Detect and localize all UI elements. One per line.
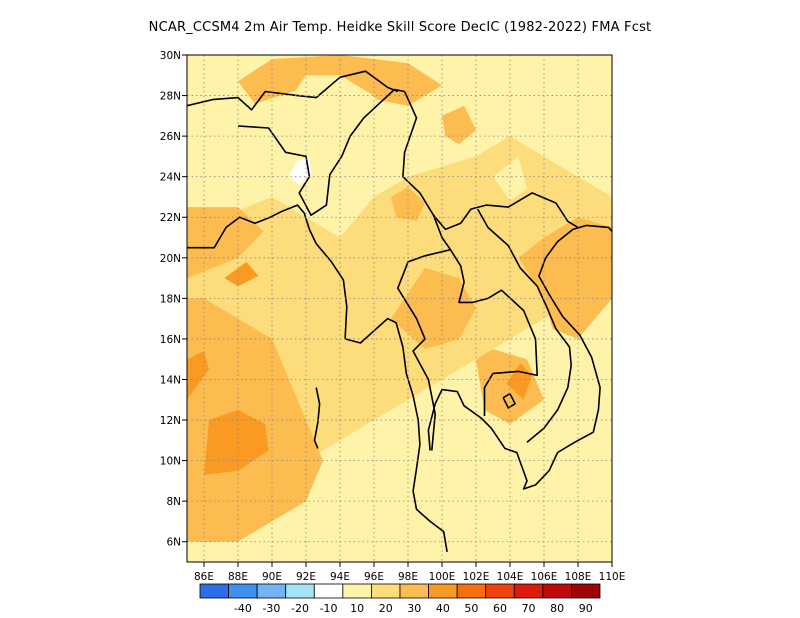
border-line-5 (432, 214, 539, 416)
colorbar-label-1: -40 (234, 602, 252, 615)
colorbar-label-3: -20 (291, 602, 309, 615)
axis-labels: 86E 88E 90E 92E 94E 96E 98E 100E 102E 104E 106E 108… (160, 50, 626, 583)
lat-tick-label-7: 20N (160, 253, 181, 265)
map-title: NCAR_CCSM4 2m Air Temp. Heidke Skill Sco… (148, 20, 652, 35)
colorbar-label-8: 40 (436, 602, 450, 615)
lon-tick-label-8: 102E (463, 571, 490, 583)
colorbar-label-7: 30 (407, 602, 421, 615)
lon-tick-label-12: 110E (599, 571, 626, 583)
lat-tick-label-1: 8N (166, 496, 181, 508)
colorbar-swatch-11 (513, 583, 544, 599)
lat-tick-label-11: 28N (160, 91, 181, 103)
colorbar-swatch-10 (485, 583, 515, 599)
lon-tick-label-1: 88E (228, 571, 248, 583)
border-line-4 (402, 91, 579, 231)
lon-tick-label-11: 108E (565, 571, 592, 583)
colorbar-label-2: -30 (262, 602, 280, 615)
border-line-2 (237, 88, 405, 216)
border-line-9 (502, 392, 516, 409)
skill-region-14 (442, 420, 493, 471)
map-frame (186, 54, 613, 563)
colorbar: -40 -30 -20 -10 10 20 30 40 50 60 70 80 90 (199, 583, 601, 615)
lat-tick-label-8: 22N (160, 212, 181, 224)
lat-tick-label-2: 10N (160, 456, 181, 468)
border-line-7 (477, 208, 573, 443)
colorbar-swatch-9 (456, 583, 487, 599)
colorbar-label-12: 80 (550, 602, 564, 615)
colorbar-swatch-5 (342, 583, 372, 599)
skill-region-11 (224, 261, 259, 287)
lon-tick-label-7: 100E (429, 571, 456, 583)
skill-region-10 (187, 351, 210, 400)
lon-tick-label-5: 96E (364, 571, 384, 583)
skill-region-18 (289, 156, 312, 185)
skill-region-17 (535, 440, 612, 542)
colorbar-swatch-3 (285, 583, 315, 599)
border-line-3 (186, 70, 399, 111)
skill-region-2 (187, 207, 264, 279)
skill-region-3 (391, 267, 476, 350)
colorbar-label-10: 60 (493, 602, 507, 615)
colorbar-label-11: 70 (522, 602, 536, 615)
lon-tick-label-3: 92E (296, 571, 316, 583)
colorbar-label-4: -10 (320, 602, 338, 615)
colorbar-swatch-12 (542, 583, 572, 599)
lon-tick-label-6: 98E (398, 571, 418, 583)
colorbar-swatch-7 (399, 583, 429, 599)
border-line-8 (313, 387, 321, 449)
border-line-1 (427, 224, 613, 490)
lat-tick-label-4: 14N (160, 374, 181, 386)
lon-tick-label-0: 86E (194, 571, 214, 583)
lon-tick-label-4: 94E (330, 571, 350, 583)
colorbar-swatch-2 (256, 583, 287, 599)
gridline-layer (187, 55, 612, 562)
lat-tick-label-10: 26N (160, 131, 181, 143)
skill-region-9 (204, 409, 269, 475)
colorbar-swatch-6 (371, 583, 401, 599)
skill-region-15 (272, 75, 391, 187)
lat-tick-label-0: 6N (166, 537, 181, 549)
skill-region-5 (518, 217, 612, 339)
lon-tick-label-10: 106E (531, 571, 558, 583)
colorbar-label-6: 20 (379, 602, 393, 615)
colorbar-swatch-13 (571, 583, 601, 599)
colorbar-swatch-0 (199, 583, 229, 599)
lon-tick-label-9: 104E (497, 571, 524, 583)
coastline-border-layer (186, 70, 613, 553)
lat-tick-label-3: 12N (160, 415, 181, 427)
lat-tick-label-9: 24N (160, 172, 181, 184)
colorbar-label-5: 10 (350, 602, 364, 615)
border-line-6 (396, 248, 451, 451)
colorbar-label-13: 90 (579, 602, 593, 615)
colorbar-label-9: 50 (464, 602, 478, 615)
lat-tick-label-6: 18N (160, 293, 181, 305)
lat-tick-label-12: 30N (160, 50, 181, 62)
lat-tick-label-5: 16N (160, 334, 181, 346)
colorbar-swatch-4 (313, 583, 344, 599)
lon-tick-label-2: 90E (262, 571, 282, 583)
skill-region-16 (493, 156, 527, 201)
skill-region-7 (442, 105, 476, 145)
colorbar-swatch-8 (428, 583, 458, 599)
border-line-0 (187, 204, 448, 553)
colorbar-swatch-1 (228, 583, 258, 599)
